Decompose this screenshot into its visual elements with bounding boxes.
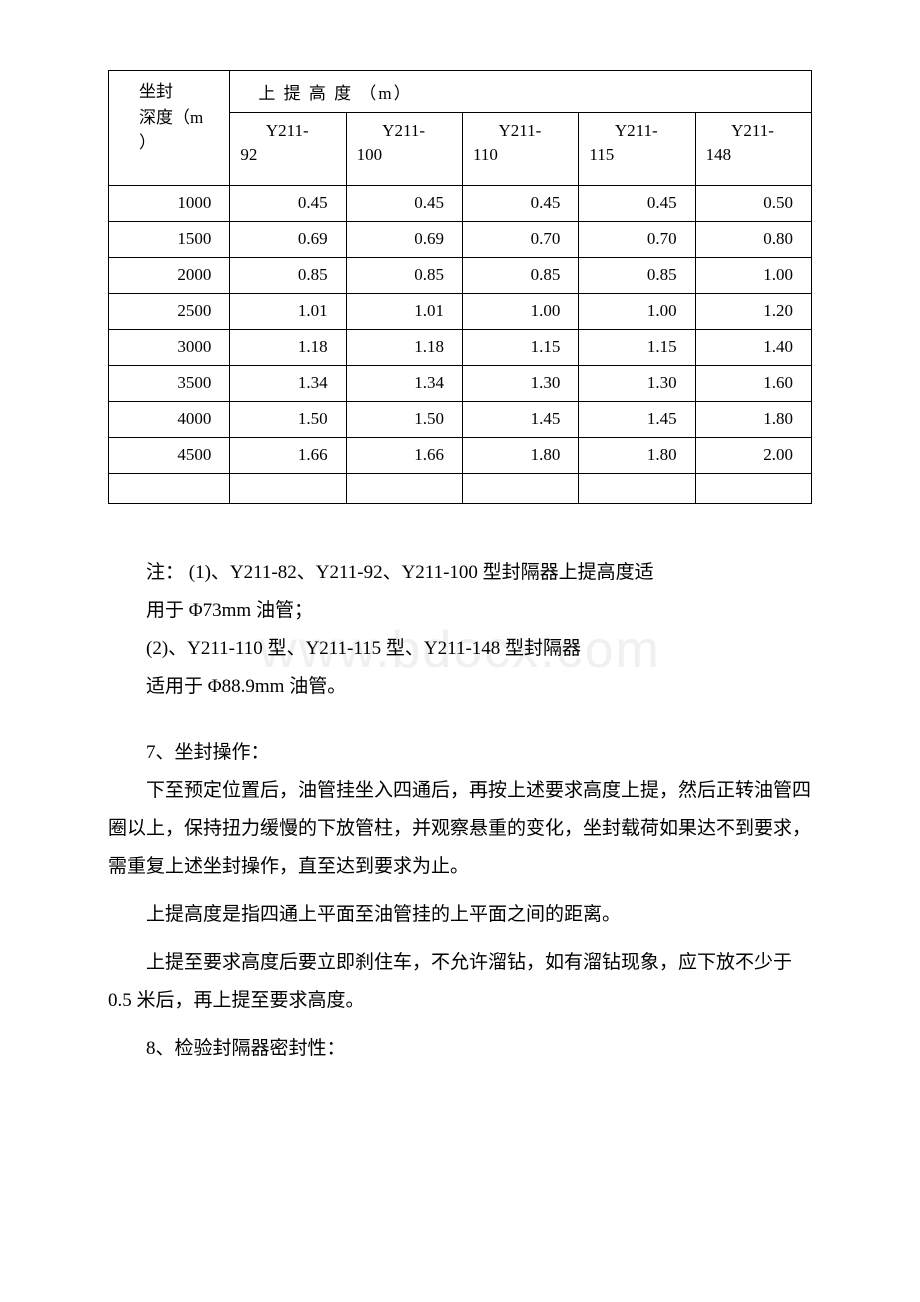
value-cell: 1.18 (346, 329, 462, 365)
value-cell: 0.69 (230, 221, 346, 257)
value-cell: 0.70 (579, 221, 695, 257)
value-cell: 1.15 (463, 329, 579, 365)
depth-cell: 2500 (109, 293, 230, 329)
value-cell: 0.45 (579, 185, 695, 221)
column-header: Y211-92 (230, 113, 346, 186)
value-cell: 1.66 (346, 437, 462, 473)
depth-cell: 1500 (109, 221, 230, 257)
header-lift-height: 上 提 高 度 （m） (230, 71, 812, 113)
empty-cell (579, 473, 695, 503)
depth-cell: 4500 (109, 437, 230, 473)
column-header: Y211-110 (463, 113, 579, 186)
value-cell: 1.40 (695, 329, 811, 365)
value-cell: 1.30 (463, 365, 579, 401)
value-cell: 1.15 (579, 329, 695, 365)
section-8-title: 8、检验封隔器密封性： (108, 1030, 812, 1068)
section-7-para-3: 上提至要求高度后要立即刹住车，不允许溜钻，如有溜钻现象，应下放不少于 0.5 米… (108, 944, 812, 1020)
section-7-title: 7、坐封操作： (108, 734, 812, 772)
depth-cell: 3000 (109, 329, 230, 365)
value-cell: 2.00 (695, 437, 811, 473)
value-cell: 1.45 (463, 401, 579, 437)
value-cell: 1.80 (463, 437, 579, 473)
column-header: Y211-148 (695, 113, 811, 186)
value-cell: 1.60 (695, 365, 811, 401)
note-line-1: 注： (1)、Y211-82、Y211-92、Y211-100 型封隔器上提高度… (108, 554, 812, 592)
header-depth: 坐封深度（m） (109, 71, 230, 186)
depth-cell: 3500 (109, 365, 230, 401)
value-cell: 1.01 (230, 293, 346, 329)
value-cell: 1.00 (579, 293, 695, 329)
depth-cell: 1000 (109, 185, 230, 221)
lift-height-table: 坐封深度（m）上 提 高 度 （m） Y211-92 Y211-100 Y211… (108, 70, 812, 504)
value-cell: 1.18 (230, 329, 346, 365)
value-cell: 0.45 (346, 185, 462, 221)
value-cell: 0.70 (463, 221, 579, 257)
column-header: Y211-100 (346, 113, 462, 186)
value-cell: 1.00 (463, 293, 579, 329)
value-cell: 0.69 (346, 221, 462, 257)
document-body: 注： (1)、Y211-82、Y211-92、Y211-100 型封隔器上提高度… (108, 554, 812, 1068)
section-7-para-1: 下至预定位置后，油管挂坐入四通后，再按上述要求高度上提，然后正转油管四圈以上，保… (108, 772, 812, 886)
empty-cell (695, 473, 811, 503)
value-cell: 1.00 (695, 257, 811, 293)
value-cell: 1.50 (230, 401, 346, 437)
value-cell: 1.34 (346, 365, 462, 401)
value-cell: 1.20 (695, 293, 811, 329)
value-cell: 1.30 (579, 365, 695, 401)
section-7-para-2: 上提高度是指四通上平面至油管挂的上平面之间的距离。 (108, 896, 812, 934)
empty-cell (463, 473, 579, 503)
value-cell: 0.80 (695, 221, 811, 257)
value-cell: 1.45 (579, 401, 695, 437)
value-cell: 0.85 (579, 257, 695, 293)
value-cell: 0.85 (346, 257, 462, 293)
value-cell: 1.80 (695, 401, 811, 437)
note-line-3: (2)、Y211-110 型、Y211-115 型、Y211-148 型封隔器 (108, 630, 812, 668)
value-cell: 1.34 (230, 365, 346, 401)
value-cell: 1.50 (346, 401, 462, 437)
note-line-2: 用于 Φ73mm 油管； (108, 592, 812, 630)
note-line-4: 适用于 Φ88.9mm 油管。 (108, 668, 812, 706)
column-header: Y211-115 (579, 113, 695, 186)
value-cell: 0.85 (463, 257, 579, 293)
empty-cell (230, 473, 346, 503)
value-cell: 1.66 (230, 437, 346, 473)
value-cell: 0.50 (695, 185, 811, 221)
value-cell: 0.45 (230, 185, 346, 221)
depth-cell: 4000 (109, 401, 230, 437)
empty-cell (109, 473, 230, 503)
value-cell: 0.45 (463, 185, 579, 221)
value-cell: 1.01 (346, 293, 462, 329)
value-cell: 1.80 (579, 437, 695, 473)
depth-cell: 2000 (109, 257, 230, 293)
value-cell: 0.85 (230, 257, 346, 293)
empty-cell (346, 473, 462, 503)
